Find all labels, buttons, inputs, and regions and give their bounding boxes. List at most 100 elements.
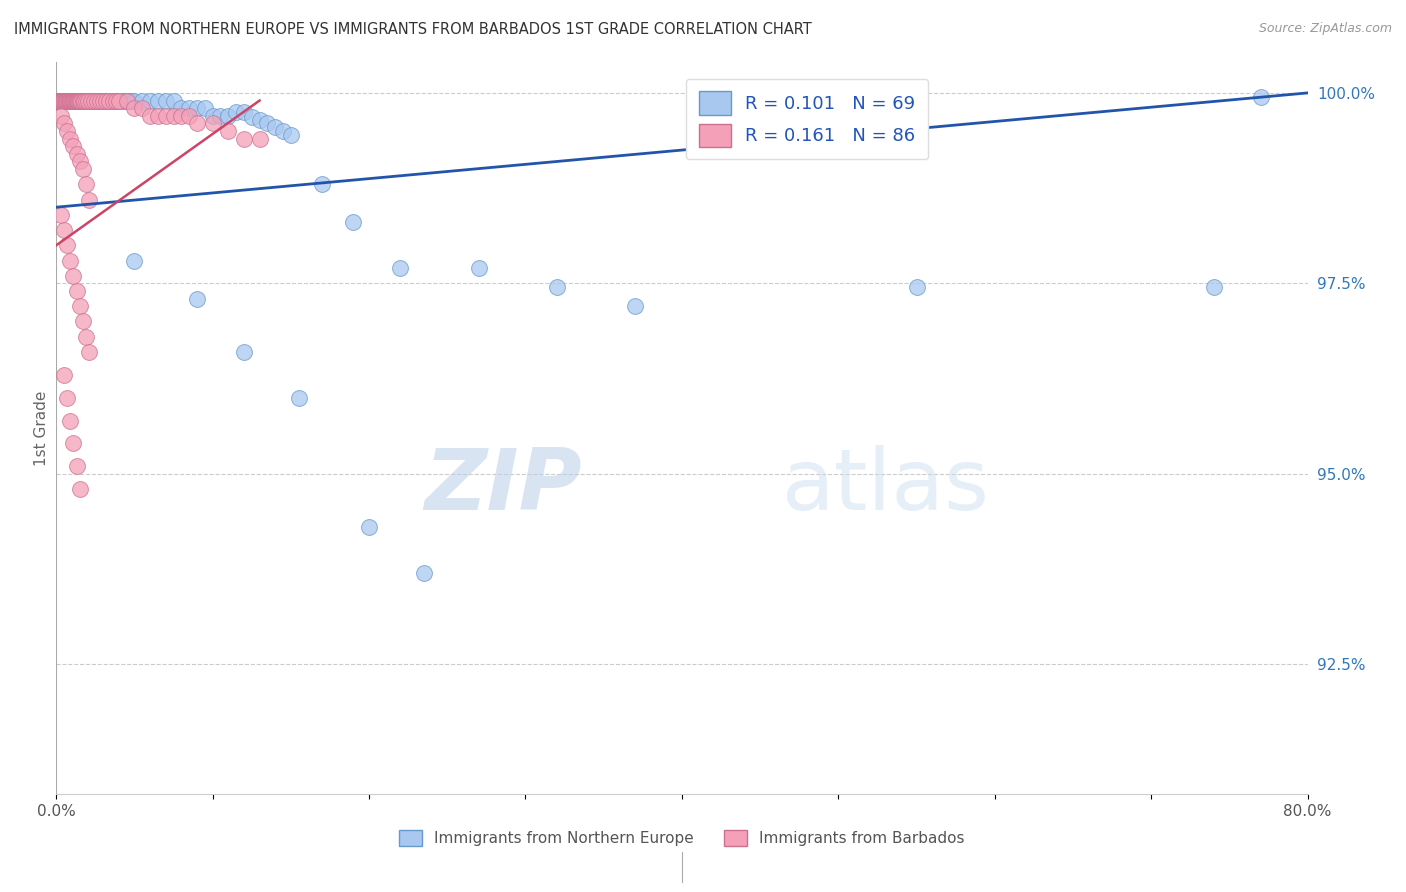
Point [342, 215, 364, 229]
Point [65, 459, 87, 474]
Point [48, 94, 70, 108]
Point [55, 94, 77, 108]
Point [90, 94, 112, 108]
Point [77, 94, 100, 108]
Point [155, 109, 177, 123]
Point [65, 94, 87, 108]
Point [114, 94, 136, 108]
Point [65, 94, 87, 108]
Point [56, 124, 79, 138]
Point [162, 94, 184, 108]
Point [124, 94, 146, 108]
Point [75, 178, 97, 192]
Point [66, 94, 89, 108]
Point [905, 280, 928, 294]
Point [51, 94, 73, 108]
Point [209, 109, 232, 123]
Point [56, 391, 79, 405]
Point [75, 329, 97, 343]
Point [280, 128, 302, 142]
Point [51, 94, 73, 108]
Point [49, 109, 72, 123]
Point [72, 162, 94, 177]
Point [75, 94, 97, 108]
Point [179, 101, 201, 115]
Point [91, 94, 114, 108]
Point [108, 94, 131, 108]
Point [98, 94, 121, 108]
Point [79, 94, 101, 108]
Point [146, 109, 169, 123]
Text: IMMIGRANTS FROM NORTHERN EUROPE VS IMMIGRANTS FROM BARBADOS 1ST GRADE CORRELATIO: IMMIGRANTS FROM NORTHERN EUROPE VS IMMIG… [14, 22, 811, 37]
Point [51, 94, 73, 108]
Point [65, 284, 87, 298]
Point [233, 131, 256, 145]
Point [179, 109, 201, 123]
Point [217, 109, 239, 123]
Point [194, 101, 217, 115]
Point [62, 268, 84, 283]
Point [389, 261, 412, 276]
Point [53, 94, 76, 108]
Point [72, 94, 94, 108]
Point [46, 94, 69, 108]
Point [58, 94, 80, 108]
Point [69, 94, 91, 108]
Point [65, 94, 87, 108]
Point [139, 94, 162, 108]
Text: Source: ZipAtlas.com: Source: ZipAtlas.com [1258, 22, 1392, 36]
Point [155, 94, 177, 108]
Point [77, 193, 100, 207]
Point [49, 94, 72, 108]
Point [104, 94, 127, 108]
Point [62, 436, 84, 450]
Point [311, 178, 333, 192]
Point [59, 413, 82, 427]
Point [186, 292, 208, 306]
Point [62, 94, 84, 108]
Point [96, 94, 118, 108]
Point [56, 238, 79, 252]
Point [249, 112, 271, 127]
Point [201, 116, 224, 130]
Point [60, 94, 83, 108]
Point [76, 94, 98, 108]
Point [89, 94, 111, 108]
Point [467, 261, 489, 276]
Point [240, 110, 263, 124]
Point [69, 94, 91, 108]
Point [49, 94, 72, 108]
Point [59, 94, 82, 108]
Point [86, 94, 108, 108]
Point [287, 391, 309, 405]
Point [359, 520, 381, 534]
Point [69, 299, 91, 313]
Point [67, 94, 90, 108]
Point [124, 101, 146, 115]
Point [546, 280, 568, 294]
Point [56, 94, 79, 108]
Point [67, 94, 90, 108]
Point [131, 94, 153, 108]
Point [69, 482, 91, 496]
Point [89, 94, 111, 108]
Point [139, 109, 162, 123]
Point [249, 131, 271, 145]
Point [84, 94, 107, 108]
Point [53, 368, 76, 382]
Point [1250, 89, 1272, 103]
Point [1202, 280, 1225, 294]
Point [98, 94, 121, 108]
Point [73, 94, 96, 108]
Point [131, 101, 153, 115]
Point [69, 154, 91, 169]
Point [49, 208, 72, 222]
Point [77, 345, 100, 359]
Point [146, 94, 169, 108]
Point [162, 109, 184, 123]
Point [124, 253, 146, 268]
Point [186, 101, 208, 115]
Point [62, 139, 84, 153]
Point [62, 94, 84, 108]
Point [101, 94, 124, 108]
